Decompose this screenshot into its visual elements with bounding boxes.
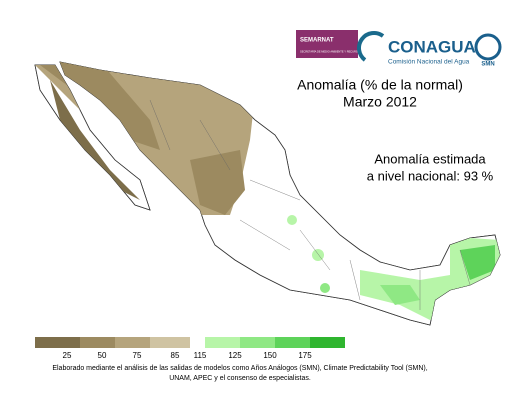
legend-label: 50 — [98, 351, 107, 360]
semarnat-text: SEMARNAT — [300, 38, 334, 44]
legend-swatch — [150, 337, 190, 348]
semarnat-logo — [296, 30, 358, 58]
conagua-text: CONAGUA — [388, 37, 476, 56]
dry-region — [190, 150, 245, 215]
legend-swatch — [205, 337, 240, 348]
wet-region — [312, 249, 324, 261]
wet-region — [287, 215, 297, 225]
subtitle: Marzo 2012 — [343, 94, 417, 110]
legend: 25 50 75 85 115 125 150 175 — [35, 337, 345, 360]
annotation-line: Anomalía estimada — [374, 151, 486, 166]
legend-label: 115 — [194, 351, 207, 360]
legend-swatch — [240, 337, 275, 348]
legend-label: 125 — [228, 351, 242, 360]
state-border — [149, 99, 471, 310]
legend-swatch — [80, 337, 115, 348]
smn-icon — [474, 33, 502, 61]
title: Anomalía (% de la normal) — [297, 77, 463, 93]
legend-label: 75 — [133, 351, 142, 360]
footnote: UNAM, APEC y el consenso de especialista… — [169, 375, 311, 382]
legend-swatch — [115, 337, 150, 348]
semarnat-sub: SECRETARÍA DE MEDIO AMBIENTE Y RECURSOS … — [300, 50, 378, 54]
legend-label: 150 — [263, 351, 277, 360]
annotation-line: a nivel nacional: 93 % — [367, 168, 494, 183]
conagua-icon — [357, 31, 385, 62]
wet-region — [320, 283, 330, 293]
legend-label: 85 — [171, 351, 180, 360]
smn-text: SMN — [481, 62, 494, 68]
wet-region — [380, 285, 420, 305]
legend-swatch — [275, 337, 310, 348]
conagua-sub: Comisión Nacional del Agua — [388, 59, 470, 66]
legend-label: 25 — [63, 351, 72, 360]
footnote: Elaborado mediante el análisis de las sa… — [52, 365, 427, 372]
legend-label: 175 — [298, 351, 312, 360]
legend-swatch — [310, 337, 345, 348]
wet-region — [460, 245, 495, 280]
legend-swatch — [35, 337, 80, 348]
